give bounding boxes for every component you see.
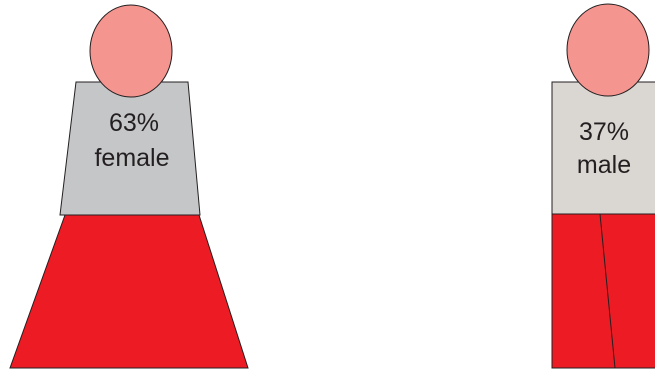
female-figure: 63% female [9, 4, 249, 369]
male-torso [551, 81, 655, 215]
male-gender-label: male [577, 151, 631, 179]
male-legs [551, 213, 655, 369]
female-gender-label: female [94, 144, 169, 172]
male-percent-label: 37% [579, 118, 629, 146]
female-head [89, 4, 173, 98]
female-percent-label: 63% [109, 109, 159, 137]
male-leg-divider [599, 213, 616, 369]
male-figure: 37% male [551, 3, 655, 369]
female-skirt [9, 214, 249, 369]
male-head [566, 3, 650, 97]
